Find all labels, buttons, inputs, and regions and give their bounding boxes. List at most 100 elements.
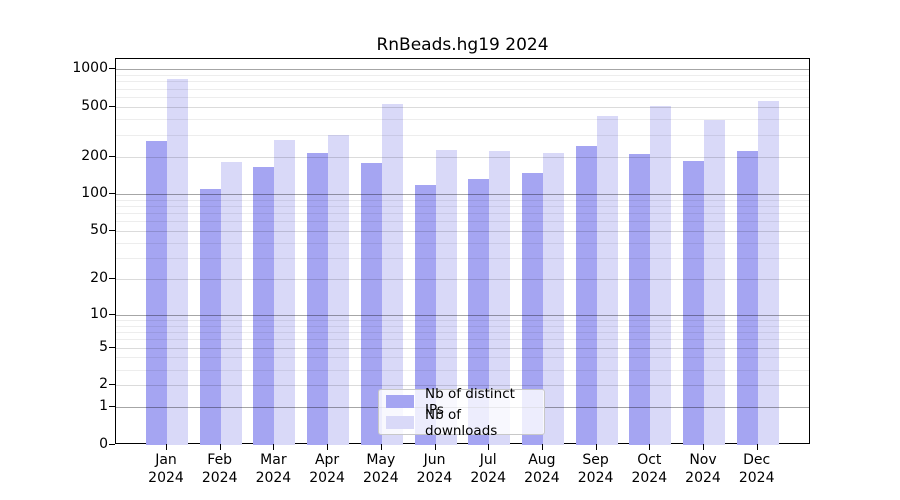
x-tick-mark-jun [434,444,436,450]
x-tick-mark-aug [541,444,543,450]
y-tick-mark-10 [109,313,115,315]
gridline-10 [116,314,809,316]
legend-row-distinct-ips: Nb of distinct IPs [386,386,537,418]
bar-nb-of-downloads-may [381,104,403,445]
x-tick-label-feb: Feb 2024 [201,452,238,486]
x-tick-label-may: May 2024 [362,452,399,486]
x-tick-mark-mar [273,444,275,450]
legend-swatch-distinct-ips [386,395,414,408]
x-tick-label-jun: Jun 2024 [416,452,453,486]
gridline-300 [116,134,809,136]
y-tick-label-1: 1 [99,398,108,415]
y-tick-label-10: 10 [90,305,108,322]
bar-nb-of-distinct-ips-may [360,162,382,445]
gridline-30 [116,258,809,260]
bar-nb-of-distinct-ips-mar [253,167,275,445]
x-tick-mark-may [380,444,382,450]
bar-nb-of-distinct-ips-feb [199,188,221,445]
bar-nb-of-distinct-ips-jul [468,178,490,445]
y-tick-mark-20 [109,278,115,280]
gridline-90 [116,199,809,201]
gridline-5 [116,347,809,349]
x-tick-mark-jan [166,444,167,450]
gridline-500 [116,106,809,108]
bar-nb-of-downloads-aug [542,152,564,445]
x-tick-mark-nov [703,444,704,450]
gridline-6 [116,339,809,341]
gridline-1000 [116,69,809,71]
bar-nb-of-distinct-ips-apr [307,152,329,445]
gridline-2 [116,385,809,387]
legend-label-downloads: Nb of downloads [425,406,498,439]
bar-nb-of-downloads-jan [167,78,188,445]
x-tick-label-dec: Dec 2024 [738,452,775,486]
y-tick-mark-1 [109,406,115,408]
bar-nb-of-distinct-ips-sep [575,145,597,445]
gridline-900 [116,75,809,77]
x-tick-label-apr: Apr 2024 [309,452,345,486]
x-tick-label-nov: Nov 2024 [685,452,721,486]
legend-label-distinct-ips: Nb of distinct IPs [425,385,515,418]
y-tick-mark-500 [109,105,115,107]
x-tick-label-mar: Mar 2024 [255,452,292,486]
gridline-800 [116,81,809,83]
bar-nb-of-downloads-nov [704,120,725,445]
y-tick-label-1000: 1000 [72,60,108,77]
legend-row-downloads: Nb of downloads [386,407,537,439]
gridline-80 [116,206,809,208]
bar-nb-of-distinct-ips-nov [683,161,704,445]
gridline-200 [116,156,809,158]
plot-area [115,58,810,445]
gridline-70 [116,213,809,215]
gridline-40 [116,243,809,245]
x-tick-mark-apr [327,444,329,450]
gridline-60 [116,221,809,223]
x-tick-label-sep: Sep 2024 [577,452,614,486]
y-tick-label-100: 100 [81,185,108,202]
y-tick-mark-0 [109,444,115,445]
bar-nb-of-downloads-feb [220,162,242,445]
x-tick-label-aug: Aug 2024 [524,452,560,486]
y-tick-label-50: 50 [90,222,108,239]
y-tick-mark-100 [109,193,115,195]
x-tick-mark-dec [756,444,758,450]
y-tick-mark-50 [109,230,115,232]
y-tick-label-2: 2 [99,376,108,393]
bar-nb-of-downloads-sep [596,115,618,445]
bar-nb-of-downloads-dec [757,100,779,445]
bar-nb-of-downloads-jun [435,150,457,445]
x-tick-mark-oct [649,444,651,450]
bar-nb-of-distinct-ips-jun [414,185,436,445]
gridline-8 [116,325,809,327]
bar-nb-of-downloads-oct [650,105,672,445]
gridline-50 [116,231,809,233]
x-tick-mark-sep [595,444,597,450]
y-tick-mark-2 [109,384,115,386]
y-tick-mark-200 [109,155,115,157]
gridline-7 [116,331,809,333]
y-tick-label-0: 0 [99,436,108,452]
bar-nb-of-distinct-ips-oct [629,153,651,445]
y-tick-label-200: 200 [81,147,108,164]
x-tick-label-oct: Oct 2024 [631,452,668,486]
bar-nb-of-downloads-jul [489,150,511,445]
legend: Nb of distinct IPs Nb of downloads [378,386,545,439]
y-tick-label-500: 500 [81,97,108,114]
gridline-400 [116,119,809,121]
bar-nb-of-downloads-apr [328,134,350,445]
y-tick-label-5: 5 [99,338,108,355]
x-tick-label-jul: Jul 2024 [470,452,506,486]
gridline-4 [116,357,809,359]
x-tick-label-jan: Jan 2024 [148,452,184,486]
legend-swatch-downloads [386,416,414,429]
bar-nb-of-distinct-ips-dec [736,150,758,445]
gridline-3 [116,369,809,371]
bar-nb-of-distinct-ips-jan [146,141,167,445]
bar-nb-of-distinct-ips-aug [521,173,543,445]
gridline-700 [116,88,809,90]
x-tick-mark-feb [219,444,221,450]
gridline-20 [116,279,809,281]
y-tick-mark-5 [109,346,115,348]
y-tick-mark-1000 [109,68,115,70]
